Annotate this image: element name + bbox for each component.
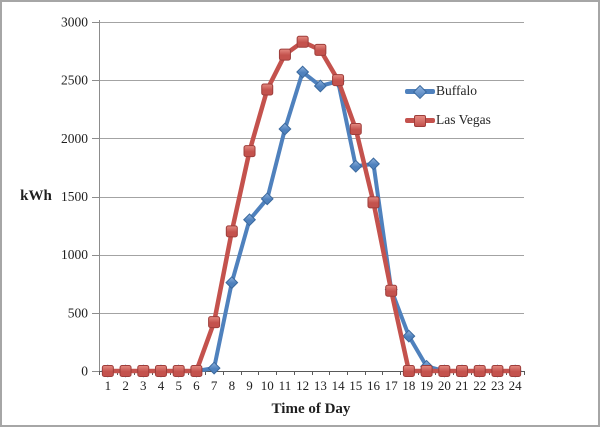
buffalo-diamond-marker xyxy=(296,65,310,79)
y-axis-title: kWh xyxy=(20,188,52,204)
y-tick-label: 0 xyxy=(81,364,88,379)
x-tick-label: 22 xyxy=(473,378,486,393)
las-vegas-square-marker xyxy=(278,48,291,61)
las-vegas-square-marker xyxy=(456,365,469,377)
las-vegas-square-marker xyxy=(491,365,504,377)
las-vegas-square-marker xyxy=(172,365,185,377)
y-tick-label: 2500 xyxy=(61,73,88,88)
x-tick-label: 20 xyxy=(438,378,451,393)
x-tick-label: 23 xyxy=(491,378,504,393)
buffalo-diamond-marker xyxy=(243,213,257,227)
y-tick-label: 500 xyxy=(68,305,89,320)
y-tick-label: 1500 xyxy=(61,189,88,204)
las-vegas-square-marker xyxy=(314,43,327,56)
x-tick-label: 16 xyxy=(367,378,381,393)
las-vegas-square-marker xyxy=(332,74,345,87)
legend: Buffalo Las Vegas xyxy=(405,82,491,129)
las-vegas-square-marker xyxy=(349,123,362,136)
las-vegas-square-marker xyxy=(243,145,256,158)
x-tick-label: 13 xyxy=(314,378,327,393)
x-tick-label: 10 xyxy=(261,378,274,393)
buffalo-line-swatch xyxy=(405,82,435,100)
buffalo-diamond-marker xyxy=(278,122,292,136)
buffalo-diamond-marker xyxy=(349,159,363,173)
las-vegas-square-marker xyxy=(154,365,167,377)
las-vegas-square-marker xyxy=(509,365,522,377)
legend-label-las-vegas: Las Vegas xyxy=(436,112,491,127)
las-vegas-square-marker xyxy=(385,284,398,297)
legend-item-las-vegas: Las Vegas xyxy=(405,111,491,129)
legend-item-buffalo: Buffalo xyxy=(405,82,491,100)
x-tick-label: 3 xyxy=(140,378,147,393)
x-tick-label: 11 xyxy=(279,378,292,393)
las-vegas-square-marker xyxy=(473,365,486,377)
y-tick-label: 1000 xyxy=(61,247,88,262)
x-tick-label: 2 xyxy=(122,378,129,393)
x-tick-label: 5 xyxy=(175,378,182,393)
y-tick-label: 3000 xyxy=(61,15,88,30)
las-vegas-square-marker xyxy=(119,365,132,377)
x-tick-label: 24 xyxy=(509,378,523,393)
x-tick-label: 7 xyxy=(211,378,218,393)
legend-label-buffalo: Buffalo xyxy=(436,83,477,98)
x-tick-label: 4 xyxy=(158,378,165,393)
las-vegas-square-marker xyxy=(101,365,114,377)
las-vegas-square-marker xyxy=(225,225,238,238)
las-vegas-square-marker xyxy=(438,365,451,377)
buffalo-diamond-marker-icon xyxy=(412,84,428,99)
buffalo-diamond-marker xyxy=(313,79,327,93)
x-tick-label: 19 xyxy=(420,378,433,393)
las-vegas-line-swatch xyxy=(405,111,435,129)
x-tick-label: 6 xyxy=(193,378,200,393)
buffalo-diamond-marker xyxy=(366,157,380,171)
x-tick-label: 8 xyxy=(229,378,236,393)
buffalo-diamond-marker xyxy=(225,276,239,290)
x-tick-label: 21 xyxy=(456,378,469,393)
x-tick-label: 15 xyxy=(349,378,362,393)
x-tick-label: 1 xyxy=(105,378,112,393)
x-tick-label: 18 xyxy=(402,378,415,393)
buffalo-diamond-marker xyxy=(207,361,221,375)
x-tick-label: 14 xyxy=(332,378,346,393)
x-tick-label: 17 xyxy=(385,378,399,393)
las-vegas-square-marker xyxy=(367,196,380,209)
buffalo-diamond-marker xyxy=(402,329,416,343)
las-vegas-square-marker-icon xyxy=(414,114,426,127)
las-vegas-square-marker xyxy=(402,365,415,377)
las-vegas-square-marker xyxy=(296,35,309,48)
x-tick-label: 12 xyxy=(296,378,309,393)
las-vegas-square-marker xyxy=(261,83,274,96)
las-vegas-square-marker xyxy=(190,365,203,377)
x-tick-label: 9 xyxy=(246,378,253,393)
las-vegas-square-marker xyxy=(137,365,150,377)
buffalo-diamond-marker xyxy=(260,192,274,206)
y-tick-label: 2000 xyxy=(61,131,88,146)
las-vegas-square-marker xyxy=(208,316,221,329)
x-axis-title: Time of Day xyxy=(271,401,351,417)
las-vegas-square-marker xyxy=(420,365,433,377)
